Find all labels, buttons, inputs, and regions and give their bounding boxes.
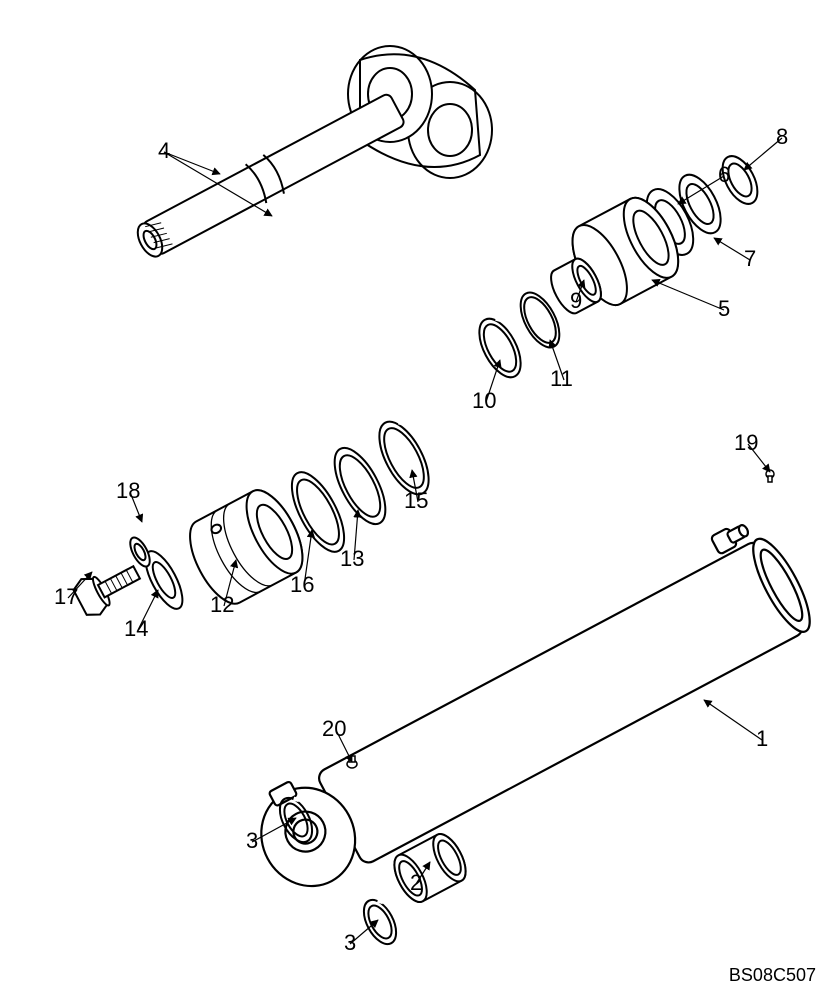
callout-19: 19 — [734, 430, 758, 456]
callout-15: 15 — [404, 488, 428, 514]
callout-20: 20 — [322, 716, 346, 742]
callout-8: 8 — [776, 124, 788, 150]
callout-6: 6 — [718, 162, 730, 188]
callout-2: 2 — [410, 870, 422, 896]
callout-16: 16 — [290, 572, 314, 598]
callout-1: 1 — [756, 726, 768, 752]
callout-3a: 3 — [246, 828, 258, 854]
callout-13: 13 — [340, 546, 364, 572]
callout-10: 10 — [472, 388, 496, 414]
piston-stack — [71, 414, 439, 620]
callout-7: 7 — [744, 246, 756, 272]
callout-17: 17 — [54, 584, 78, 610]
callout-18: 18 — [116, 478, 140, 504]
part-4-rod-clevis — [131, 46, 492, 264]
diagram-root: 1 2 3 3 4 5 6 7 8 9 10 11 12 13 14 15 16… — [0, 0, 836, 1000]
drawing-id: BS08C507 — [729, 965, 816, 986]
callout-5: 5 — [718, 296, 730, 322]
callout-9: 9 — [570, 288, 582, 314]
part-3-ring-lower — [357, 895, 402, 950]
callout-12: 12 — [210, 592, 234, 618]
callout-4: 4 — [158, 138, 170, 164]
callout-3b: 3 — [344, 930, 356, 956]
callout-14: 14 — [124, 616, 148, 642]
part-1-cylinder-tube — [232, 511, 820, 905]
callout-11: 11 — [550, 366, 573, 392]
